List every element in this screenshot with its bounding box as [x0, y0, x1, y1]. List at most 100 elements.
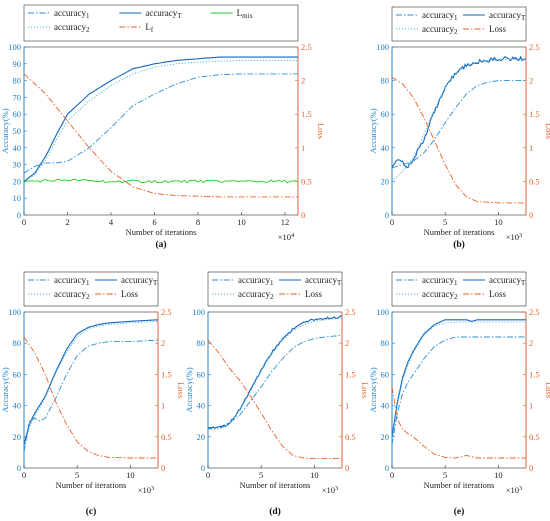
ytick-left-label: 0	[385, 463, 389, 473]
legend-label-acc1: accuracy1	[422, 10, 458, 22]
y-axis-label-right: Loss	[544, 123, 550, 139]
ytick-right-label: 1	[529, 401, 533, 411]
series-line-loss	[392, 386, 526, 459]
xtick-label: 5	[75, 470, 79, 480]
ytick-left-label: 100	[192, 307, 205, 317]
x-axis-label: Number of iterations	[56, 480, 127, 490]
legend-sub-acc2: 2	[86, 293, 90, 301]
series-line-lf	[24, 73, 298, 198]
ytick-right-label: 1.5	[161, 369, 172, 379]
ytick-left-label: 0	[17, 210, 21, 220]
series-line-acc1	[392, 80, 526, 169]
legend-sub-accT: T	[177, 12, 182, 20]
series-line-acc1	[392, 336, 526, 445]
ytick-right-label: 2	[529, 76, 533, 86]
legend-label-accT: accuracyT	[305, 275, 342, 287]
series-line-acc1	[24, 339, 158, 453]
legend-box	[207, 271, 343, 307]
legend-label-acc2: accuracy2	[422, 24, 458, 36]
ytick-left-label: 60	[197, 369, 206, 379]
y-axis-label-right: Loss	[316, 123, 326, 139]
ytick-right-label: 0	[345, 463, 349, 473]
x-exponent: ×103	[506, 485, 523, 495]
series-line-acc1	[24, 73, 298, 174]
ytick-left-label: 100	[8, 307, 21, 317]
y-axis-label-left: Accuracy(%)	[0, 367, 10, 412]
plot-frame	[207, 311, 343, 469]
x-exponent: ×103	[506, 232, 523, 242]
ytick-left-label: 100	[376, 42, 389, 52]
y-axis-label-right: Loss	[544, 382, 550, 398]
legend-box	[23, 4, 299, 42]
plot-frame	[391, 311, 527, 469]
ytick-right-label: 0.5	[345, 432, 356, 442]
xtick-label: 12	[281, 217, 290, 227]
panel-label: (b)	[453, 239, 465, 250]
ytick-right-label: 0.5	[301, 176, 312, 186]
x-axis-label: Number of iterations	[126, 227, 197, 237]
y-axis-label-left: Accuracy(%)	[0, 108, 10, 153]
x-axis-label: Number of iterations	[424, 480, 495, 490]
x-exponent: ×104	[278, 232, 295, 242]
legend-label-accT: accuracyT	[489, 10, 526, 22]
ytick-right-label: 2.5	[161, 307, 172, 317]
ytick-right-label: 0	[529, 463, 533, 473]
ytick-right-label: 0.5	[161, 432, 172, 442]
legend-label-loss: Loss	[305, 289, 323, 299]
legend: accuracy1 accuracyT accuracy2 Loss	[23, 271, 159, 307]
legend-sub-acc2: 2	[454, 293, 458, 301]
xtick-label: 5	[443, 470, 447, 480]
legend-sub-lmix: mix	[242, 12, 253, 20]
legend-sub-acc2: 2	[270, 293, 274, 301]
series-line-loss	[392, 76, 526, 204]
panel-label: (a)	[155, 239, 166, 250]
legend: accuracy1 accuracyT accuracy2 Loss	[391, 6, 527, 42]
ytick-right-label: 2.5	[345, 307, 356, 317]
legend-label-acc2: accuracy2	[422, 289, 458, 301]
legend-sub-acc1: 1	[86, 279, 90, 287]
xtick-label: 10	[494, 217, 503, 227]
legend-label-lf: Lf	[145, 22, 154, 34]
xtick-label: 0	[22, 217, 26, 227]
ytick-right-label: 1.5	[301, 109, 312, 119]
legend-label-accT: accuracyT	[489, 275, 526, 287]
legend-label-acc2: accuracy2	[238, 289, 274, 301]
ytick-left-label: 20	[381, 176, 390, 186]
ytick-left-label: 40	[197, 401, 206, 411]
x-exponent-power: 3	[335, 485, 338, 492]
ytick-right-label: 2.5	[529, 307, 540, 317]
legend-sub-acc2: 2	[86, 26, 90, 34]
series-line-lmix	[24, 178, 298, 184]
legend-sub-accT: T	[153, 279, 158, 287]
ytick-left-label: 80	[381, 76, 390, 86]
xtick-label: 0	[22, 470, 26, 480]
legend-sub-acc2: 2	[454, 28, 458, 36]
ytick-left-label: 100	[376, 307, 389, 317]
legend-sub-accT: T	[521, 279, 526, 287]
xtick-label: 0	[390, 470, 394, 480]
y-axis-label-left: Accuracy(%)	[368, 367, 378, 412]
legend-sub-acc1: 1	[270, 279, 274, 287]
ytick-left-label: 80	[13, 338, 22, 348]
y-axis-label-right: Loss	[360, 382, 370, 398]
ytick-right-label: 0	[301, 210, 305, 220]
series-line-accT	[24, 56, 298, 182]
x-exponent: ×103	[322, 485, 339, 495]
ytick-right-label: 0.5	[529, 432, 540, 442]
x-exponent-power: 4	[291, 232, 295, 239]
ytick-left-label: 30	[13, 160, 22, 170]
legend-label-acc1: accuracy1	[238, 275, 274, 287]
series-line-loss	[24, 336, 158, 459]
ytick-left-label: 10	[13, 193, 22, 203]
panel-label: (c)	[86, 506, 97, 517]
ytick-right-label: 0.5	[529, 176, 540, 186]
xtick-label: 0	[206, 470, 210, 480]
ytick-left-label: 80	[13, 76, 22, 86]
ytick-left-label: 20	[381, 432, 390, 442]
ytick-right-label: 2.5	[301, 42, 312, 52]
ytick-right-label: 2.5	[529, 42, 540, 52]
y-axis-label-left: Accuracy(%)	[184, 367, 194, 412]
ytick-right-label: 1	[529, 143, 533, 153]
legend-label-loss: Loss	[489, 24, 507, 34]
